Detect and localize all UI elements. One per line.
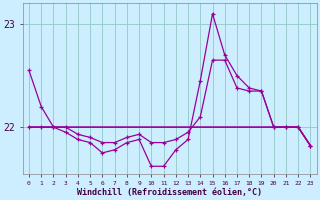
- X-axis label: Windchill (Refroidissement éolien,°C): Windchill (Refroidissement éolien,°C): [77, 188, 262, 197]
